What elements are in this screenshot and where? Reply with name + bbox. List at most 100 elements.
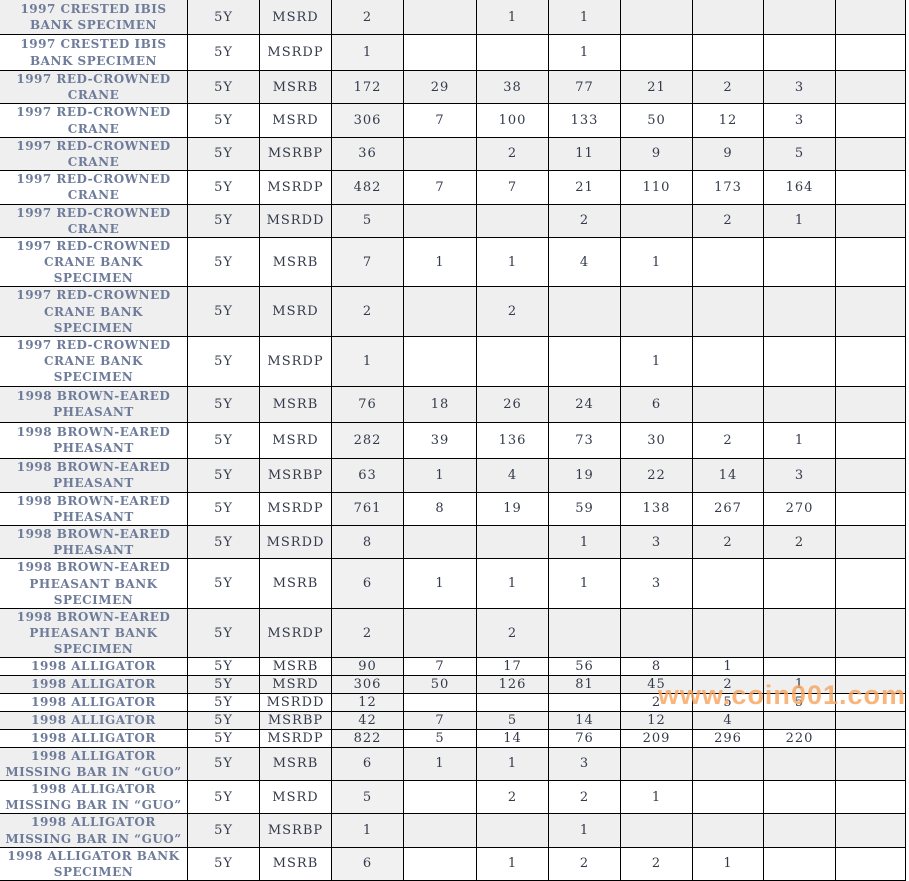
grade-count-cell — [835, 746, 906, 782]
grade-count-cell: 1 — [548, 558, 621, 609]
grade-count-cell: 18 — [403, 385, 477, 423]
coin-name-cell[interactable]: 1998 BROWN-EARED PHEASANT — [0, 524, 188, 560]
coin-name-cell[interactable]: 1998 ALLIGATOR MISSING BAR IN “GUO” — [0, 746, 188, 782]
total-count-cell: 482 — [331, 170, 404, 205]
coin-name-cell[interactable]: 1998 ALLIGATOR — [0, 692, 188, 712]
coin-name-cell[interactable]: 1997 RED-CROWNED CRANE BANK SPECIMEN — [0, 336, 188, 387]
coin-name-cell[interactable]: 1998 ALLIGATOR MISSING BAR IN “GUO” — [0, 779, 188, 815]
coin-name-cell[interactable]: 1998 BROWN-EARED PHEASANT BANK SPECIMEN — [0, 607, 188, 659]
grade-count-cell: 12 — [620, 710, 693, 730]
denomination-cell: 5Y — [187, 728, 260, 748]
grade-count-cell — [763, 336, 836, 387]
table-row: 1997 RED-CROWNED CRANE 5Y MSRBP 36 2 11 9 9 5 — [0, 136, 906, 172]
grade-count-cell — [692, 779, 764, 815]
table-row: 1997 RED-CROWNED CRANE BANK SPECIMEN 5Y MS… — [0, 286, 906, 337]
coin-name-cell[interactable]: 1997 RED-CROWNED CRANE — [0, 136, 188, 172]
denomination-cell: 5Y — [187, 457, 260, 493]
grade-count-cell: 1 — [763, 674, 836, 694]
coin-name-cell[interactable]: 1998 BROWN-EARED PHEASANT — [0, 421, 188, 459]
coin-name-cell[interactable]: 1998 ALLIGATOR BANK SPECIMEN — [0, 846, 188, 881]
grade-cell: MSRDP — [259, 336, 332, 387]
grade-cell: MSRBP — [259, 710, 332, 730]
coin-name-cell[interactable]: 1998 ALLIGATOR — [0, 674, 188, 694]
denomination-cell: 5Y — [187, 236, 260, 288]
denomination-cell: 5Y — [187, 421, 260, 459]
table-row: 1998 ALLIGATOR MISSING BAR IN “GUO” 5Y MSR… — [0, 746, 906, 782]
grade-count-cell: 7 — [476, 170, 549, 205]
denomination-cell: 5Y — [187, 779, 260, 815]
grade-count-cell: 5 — [476, 710, 549, 730]
grade-count-cell — [763, 779, 836, 815]
grade-count-cell: 3 — [548, 746, 621, 782]
grade-count-cell — [835, 607, 906, 659]
grade-cell: MSRD — [259, 286, 332, 337]
table-row: 1997 CRESTED IBIS BANK SPECIMEN 5Y MSRDP 1 1 — [0, 34, 906, 71]
coin-name-cell[interactable]: 1997 RED-CROWNED CRANE BANK SPECIMEN — [0, 236, 188, 288]
grade-count-cell — [620, 34, 693, 71]
grade-count-cell: 1 — [403, 746, 477, 782]
coin-name-cell[interactable]: 1997 RED-CROWNED CRANE — [0, 203, 188, 238]
grade-count-cell: 73 — [548, 421, 621, 459]
grade-count-cell — [692, 746, 764, 782]
coin-name-cell[interactable]: 1997 RED-CROWNED CRANE — [0, 69, 188, 105]
grade-count-cell: 19 — [548, 457, 621, 493]
coin-name-cell[interactable]: 1998 BROWN-EARED PHEASANT — [0, 385, 188, 423]
total-count-cell: 63 — [331, 457, 404, 493]
grade-count-cell: 24 — [548, 385, 621, 423]
table-row: 1998 BROWN-EARED PHEASANT 5Y MSRD 282 39 136 7… — [0, 421, 906, 459]
grade-count-cell: 17 — [476, 657, 549, 676]
grade-count-cell — [835, 286, 906, 337]
table-row: 1998 ALLIGATOR MISSING BAR IN “GUO” 5Y MSR… — [0, 779, 906, 815]
coin-name-cell[interactable]: 1998 ALLIGATOR — [0, 657, 188, 676]
coin-name-cell[interactable]: 1998 BROWN-EARED PHEASANT — [0, 457, 188, 493]
grade-count-cell: 5 — [763, 136, 836, 172]
grade-count-cell: 5 — [692, 692, 764, 712]
grade-count-cell: 2 — [548, 846, 621, 881]
grade-count-cell: 4 — [548, 236, 621, 288]
coin-name-cell[interactable]: 1997 RED-CROWNED CRANE — [0, 170, 188, 205]
grade-count-cell: 138 — [620, 491, 693, 526]
coin-name-cell[interactable]: 1997 CRESTED IBIS BANK SPECIMEN — [0, 34, 188, 71]
grade-cell: MSRB — [259, 657, 332, 676]
total-count-cell: 76 — [331, 385, 404, 423]
grade-count-cell: 2 — [763, 524, 836, 560]
grade-cell: MSRBP — [259, 136, 332, 172]
coin-name-cell[interactable]: 1997 RED-CROWNED CRANE BANK SPECIMEN — [0, 286, 188, 337]
coin-name-cell[interactable]: 1997 CRESTED IBIS BANK SPECIMEN — [0, 0, 188, 35]
coin-name-cell[interactable]: 1998 ALLIGATOR — [0, 710, 188, 730]
grade-count-cell — [692, 558, 764, 609]
grade-count-cell: 1 — [692, 846, 764, 881]
table-row: 1998 BROWN-EARED PHEASANT 5Y MSRDD 8 1 3 2 2 — [0, 524, 906, 560]
grade-count-cell — [692, 385, 764, 423]
grade-count-cell — [835, 524, 906, 560]
denomination-cell: 5Y — [187, 69, 260, 105]
coin-name-cell[interactable]: 1997 RED-CROWNED CRANE — [0, 103, 188, 138]
grade-count-cell — [403, 813, 477, 848]
grade-count-cell: 136 — [476, 421, 549, 459]
grade-count-cell: 164 — [763, 170, 836, 205]
grade-count-cell: 133 — [548, 103, 621, 138]
total-count-cell: 6 — [331, 846, 404, 881]
grade-count-cell — [835, 34, 906, 71]
grade-count-cell: 2 — [548, 203, 621, 238]
total-count-cell: 8 — [331, 524, 404, 560]
grade-count-cell: 2 — [548, 779, 621, 815]
coin-name-cell[interactable]: 1998 BROWN-EARED PHEASANT BANK SPECIMEN — [0, 558, 188, 609]
denomination-cell: 5Y — [187, 170, 260, 205]
grade-count-cell: 12 — [692, 103, 764, 138]
denomination-cell: 5Y — [187, 34, 260, 71]
grade-count-cell: 50 — [620, 103, 693, 138]
table-row: 1997 CRESTED IBIS BANK SPECIMEN 5Y MSRD 2 1 1 — [0, 0, 906, 35]
coin-name-cell[interactable]: 1998 ALLIGATOR MISSING BAR IN “GUO” — [0, 813, 188, 848]
denomination-cell: 5Y — [187, 607, 260, 659]
grade-count-cell — [403, 34, 477, 71]
grade-count-cell — [835, 728, 906, 748]
grade-count-cell — [835, 692, 906, 712]
coin-name-cell[interactable]: 1998 ALLIGATOR — [0, 728, 188, 748]
grade-cell: MSRD — [259, 779, 332, 815]
grade-count-cell: 2 — [692, 69, 764, 105]
grade-count-cell — [763, 236, 836, 288]
grade-count-cell — [692, 286, 764, 337]
coin-name-cell[interactable]: 1998 BROWN-EARED PHEASANT — [0, 491, 188, 526]
